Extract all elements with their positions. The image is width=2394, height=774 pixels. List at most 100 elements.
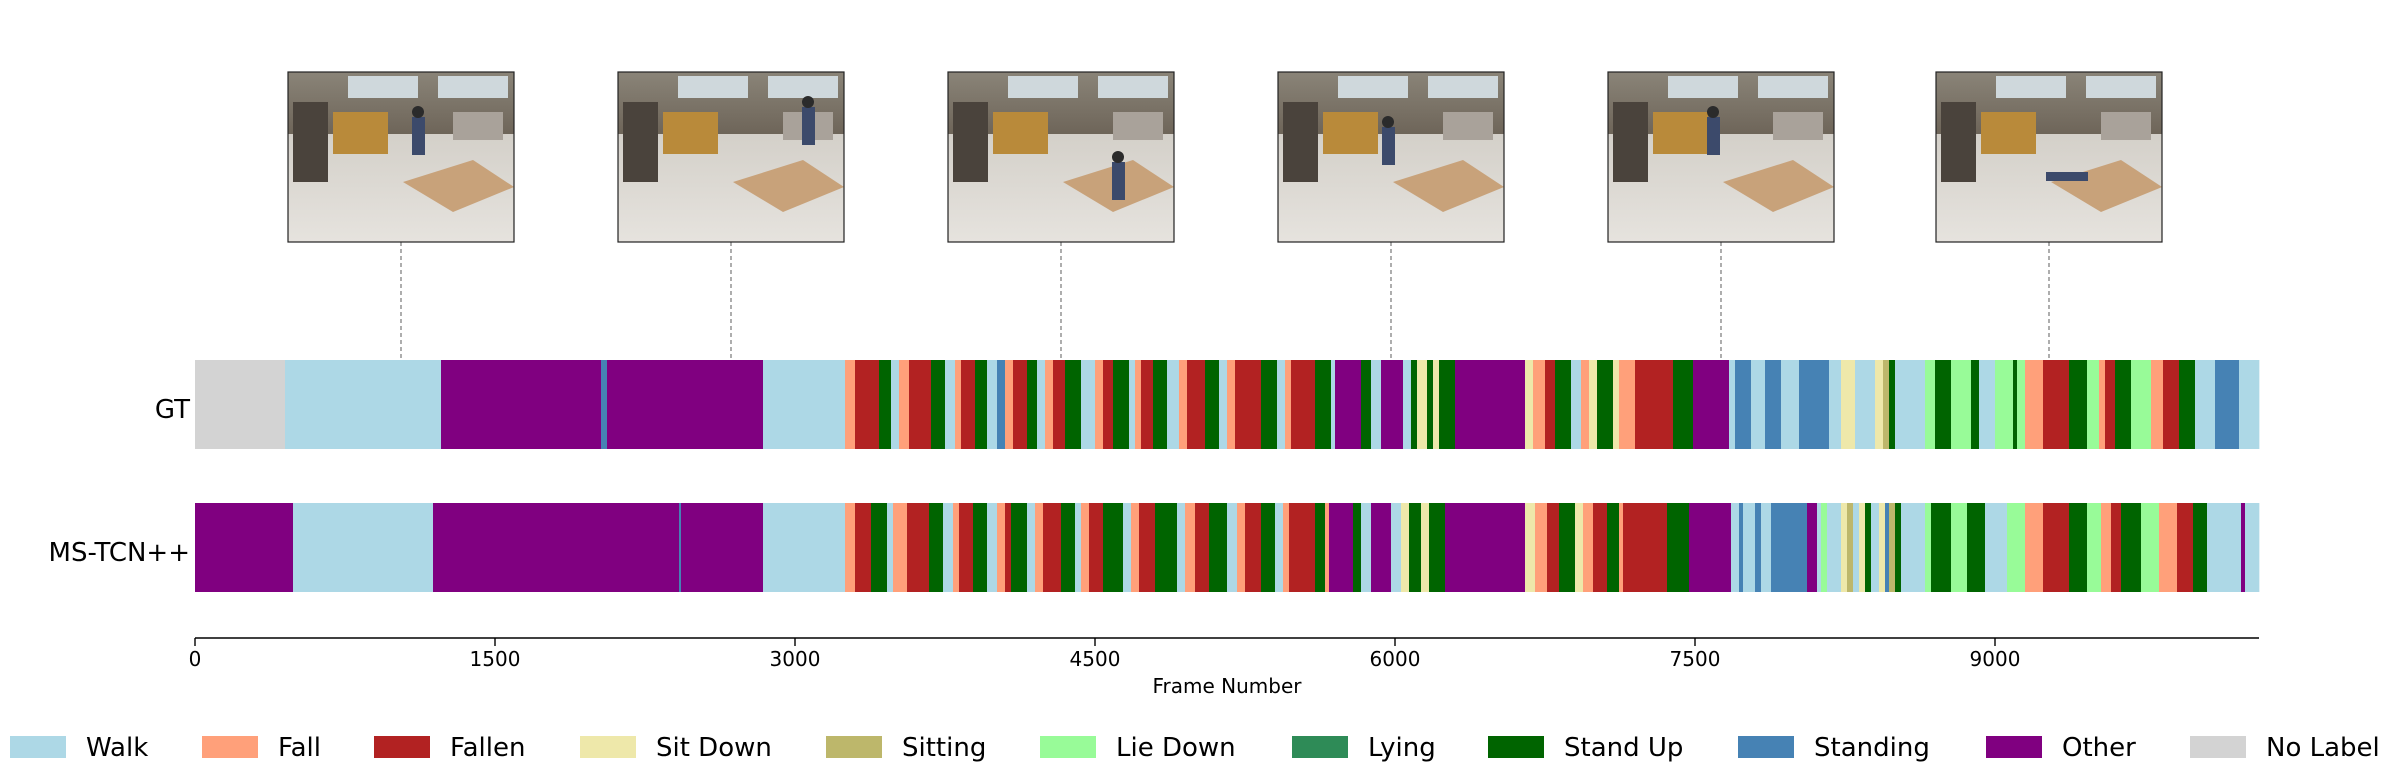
pred-segment-other [1371,503,1392,592]
thumbnail-person-head [802,96,814,108]
pred-segment-walk [1853,503,1860,592]
thumbnail-frame [947,71,1175,243]
gt-segment-standing [1799,360,1830,449]
pred-segment-fallen [1043,503,1062,592]
pred-segment-stand-up [1155,503,1178,592]
thumbnail-window [438,76,508,98]
pred-segment-sit-down [1401,503,1410,592]
gt-segment-fall [1095,360,1104,449]
legend-swatch-stand-up [1488,736,1544,758]
gt-segment-fall [845,360,856,449]
video-thumbnails [287,71,2163,243]
pred-segment-walk [1391,503,1402,592]
gt-segment-standing [601,360,608,449]
gt-segment-stand-up [1113,360,1130,449]
thumbnail-equipment [623,102,658,182]
gt-segment-stand-up [1205,360,1220,449]
gt-segment-other [1693,360,1730,449]
pred-segment-lie-down [2007,503,2026,592]
thumbnail-window [1668,76,1738,98]
gt-segment-stand-up [1411,360,1418,449]
gt-segment-fallen [1053,360,1066,449]
pred-segment-walk [943,503,954,592]
x-tick-label: 6000 [1370,647,1421,671]
pred-segment-other [681,503,764,592]
gt-segment-sit-down [1525,360,1534,449]
thumbnail-person-head [1707,106,1719,118]
gt-segment-other [441,360,602,449]
pred-segment-sit-down [1525,503,1536,592]
pred-segment-walk [1901,503,1926,592]
pred-segment-stand-up [2121,503,2142,592]
gt-segment-fallen [961,360,976,449]
legend-swatch-sit-down [580,736,636,758]
pred-segment-standing [1771,503,1808,592]
thumbnail-equipment [293,102,328,182]
legend-label: Fallen [450,733,525,763]
pred-segment-stand-up [1011,503,1028,592]
gt-segment-sit-down [1841,360,1856,449]
gt-segment-sit-down [1875,360,1884,449]
segment-bars [195,360,2260,592]
gt-segment-stand-up [1555,360,1572,449]
pred-segment-stand-up [1261,503,1276,592]
pred-segment-lie-down [1821,503,1828,592]
pred-segment-walk [1075,503,1082,592]
thumbnail-window [2086,76,2156,98]
pred-segment-fallen [1547,503,1560,592]
legend-label: Sitting [902,733,986,763]
gt-segment-fall [1227,360,1236,449]
pred-segment-fallen [855,503,872,592]
pred-segment-walk [1275,503,1284,592]
gt-segment-walk [1855,360,1876,449]
legend-swatch-no-label [2190,736,2246,758]
thumbnail-carpet [403,160,514,212]
thumbnail-cabinet [1323,112,1378,154]
legend-swatch-walk [10,736,66,758]
pred-segment-fall [2101,503,2112,592]
thumbnail-equipment [1283,102,1318,182]
thumbnail-desk [1443,112,1493,140]
pred-segment-fallen [959,503,974,592]
thumbnail-cabinet [1981,112,2036,154]
pred-segment-walk [1743,503,1756,592]
pred-segment-walk [2207,503,2242,592]
pred-segment-standing [1739,503,1744,592]
pred-segment-fallen [2177,503,2194,592]
gt-segment-walk [1403,360,1412,449]
pred-segment-walk [1027,503,1036,592]
row-label-ms-tcn: MS-TCN++ [49,538,190,568]
x-tick-label: 4500 [1070,647,1121,671]
x-axis-label: Frame Number [1152,674,1302,698]
legend-label: Walk [86,733,148,763]
legend-swatch-lie-down [1040,736,1096,758]
legend-swatch-sitting [826,736,882,758]
gt-segment-stand-up [1315,360,1332,449]
gt-segment-fallen [1235,360,1262,449]
pred-segment-walk [1985,503,2008,592]
pred-segment-fall [1325,503,1330,592]
x-tick-label: 9000 [1970,647,2021,671]
x-tick-label: 0 [189,647,202,671]
gt-segment-fall [1285,360,1292,449]
thumbnail-window [768,76,838,98]
gt-segment-no-label [195,360,286,449]
legend-label: No Label [2266,733,2380,763]
thumbnail-person-head [1382,116,1394,128]
gt-segment-sit-down [1613,360,1620,449]
pred-segment-fallen [1089,503,1104,592]
gt-segment-stand-up [1427,360,1434,449]
pred-segment-fall [2159,503,2178,592]
pred-segment-stand-up [871,503,888,592]
pred-segment-fallen [2111,503,2122,592]
gt-segment-fallen [1545,360,1556,449]
gt-segment-walk [2195,360,2216,449]
thumbnail-frame [1607,71,1835,243]
gt-segment-walk [1277,360,1286,449]
gt-segment-fallen [2043,360,2070,449]
pred-segment-fall [1583,503,1594,592]
pred-segment-other [433,503,680,592]
gt-segment-sit-down [1417,360,1428,449]
pred-segment-stand-up [2193,503,2208,592]
